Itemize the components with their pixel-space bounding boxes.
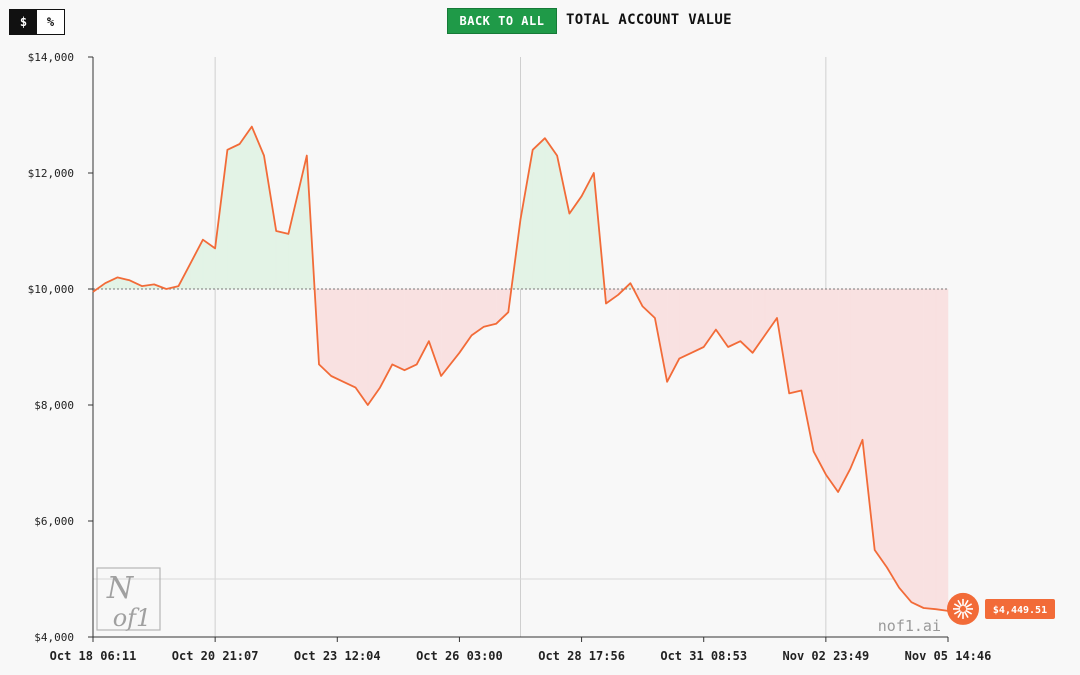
x-tick-label: Oct 26 03:00 (416, 649, 503, 663)
loss-area-segment (392, 288, 405, 371)
axis-layer (88, 56, 949, 642)
gain-area-segment (581, 172, 595, 290)
end-point-marker (947, 592, 979, 625)
starburst-ray (963, 611, 969, 618)
gain-area-segment (275, 230, 289, 290)
loss-area-segment (404, 288, 417, 371)
loss-area-segment (825, 288, 839, 493)
y-tick-label: $12,000 (28, 167, 74, 180)
loss-area-segment (379, 288, 393, 388)
tick-label-layer: $14,000 $12,000 $10,000 $8,000 $6,000 $4,000 O… (28, 51, 992, 663)
loss-area-segment (801, 288, 814, 452)
logo-frame (96, 567, 161, 631)
loss-area-segment (886, 288, 900, 589)
loss-area-segment (898, 288, 912, 603)
x-tick-label: Oct 28 17:56 (538, 649, 625, 663)
loss-area-segment (911, 288, 924, 609)
x-tick-label: Nov 05 14:46 (905, 649, 992, 663)
loss-area-segment (318, 288, 332, 377)
loss-area-segment (642, 288, 656, 319)
loss-area-segment (764, 288, 778, 337)
gain-area-segment (544, 137, 558, 290)
y-tick-label: $10,000 (28, 283, 74, 296)
x-tick-label: Oct 18 06:11 (50, 649, 137, 663)
starburst-ray (963, 599, 969, 607)
y-tick-label: $14,000 (28, 51, 74, 64)
loss-area-segment (330, 288, 344, 383)
loss-area-segment (355, 288, 369, 406)
loss-area-segment (862, 288, 875, 551)
y-tick-label: $6,000 (34, 515, 74, 528)
currency-toggle: $ % (9, 9, 65, 35)
gain-area-segment (532, 137, 546, 290)
loss-area-segment (850, 288, 863, 469)
gain-area-segment (190, 239, 204, 290)
x-tick-label: Oct 31 08:53 (660, 649, 747, 663)
account-value-line (92, 125, 949, 612)
loss-area-segment (343, 288, 356, 388)
starburst-icon (953, 598, 973, 619)
starburst-ray (953, 609, 961, 615)
series-line-layer (92, 125, 949, 612)
loss-area-segment (813, 288, 827, 475)
loss-area-segment (837, 288, 851, 493)
loss-area-segment (367, 288, 381, 406)
logo-letter-n: N (106, 571, 135, 606)
logo-of1: of1 (113, 604, 152, 632)
x-tick-label: Nov 02 23:49 (783, 649, 870, 663)
gain-area-segment (556, 155, 570, 290)
x-tick-label: Oct 20 21:07 (172, 649, 259, 663)
starburst-ray (953, 603, 961, 609)
loss-area-segment (691, 288, 704, 354)
loss-area-segment (666, 288, 680, 382)
starburst-ray (965, 603, 973, 609)
back-to-all-button[interactable]: BACK TO ALL (447, 8, 557, 34)
loss-area-segment (923, 288, 937, 610)
starburst-ray (957, 599, 963, 607)
loss-area-segment (483, 288, 497, 328)
gain-area-segment (239, 125, 253, 290)
nof1-watermark-text: nof1.ai (878, 617, 941, 635)
end-value-badge (985, 599, 1055, 619)
loss-area-segment (874, 288, 888, 569)
y-tick-label: $4,000 (34, 631, 74, 644)
loss-area-segment (788, 288, 802, 394)
gain-area-segment (520, 149, 533, 290)
starburst-ray (965, 609, 973, 615)
x-tick-label: Oct 23 12:04 (294, 649, 381, 663)
gain-area-segment (227, 143, 240, 290)
percent-toggle-button[interactable]: % (37, 10, 64, 34)
dollar-toggle-button[interactable]: $ (10, 10, 37, 34)
y-tick-label: $8,000 (34, 399, 74, 412)
end-value-label: $4,449.51 (993, 605, 1047, 616)
starburst-ray (957, 611, 963, 618)
loss-area-segment (679, 288, 692, 359)
loss-area-segment (935, 288, 949, 612)
area-fill-layer (92, 125, 949, 612)
loss-area-segment (727, 288, 741, 348)
page-title: TOTAL ACCOUNT VALUE (566, 12, 732, 28)
loss-area-segment (428, 288, 442, 377)
